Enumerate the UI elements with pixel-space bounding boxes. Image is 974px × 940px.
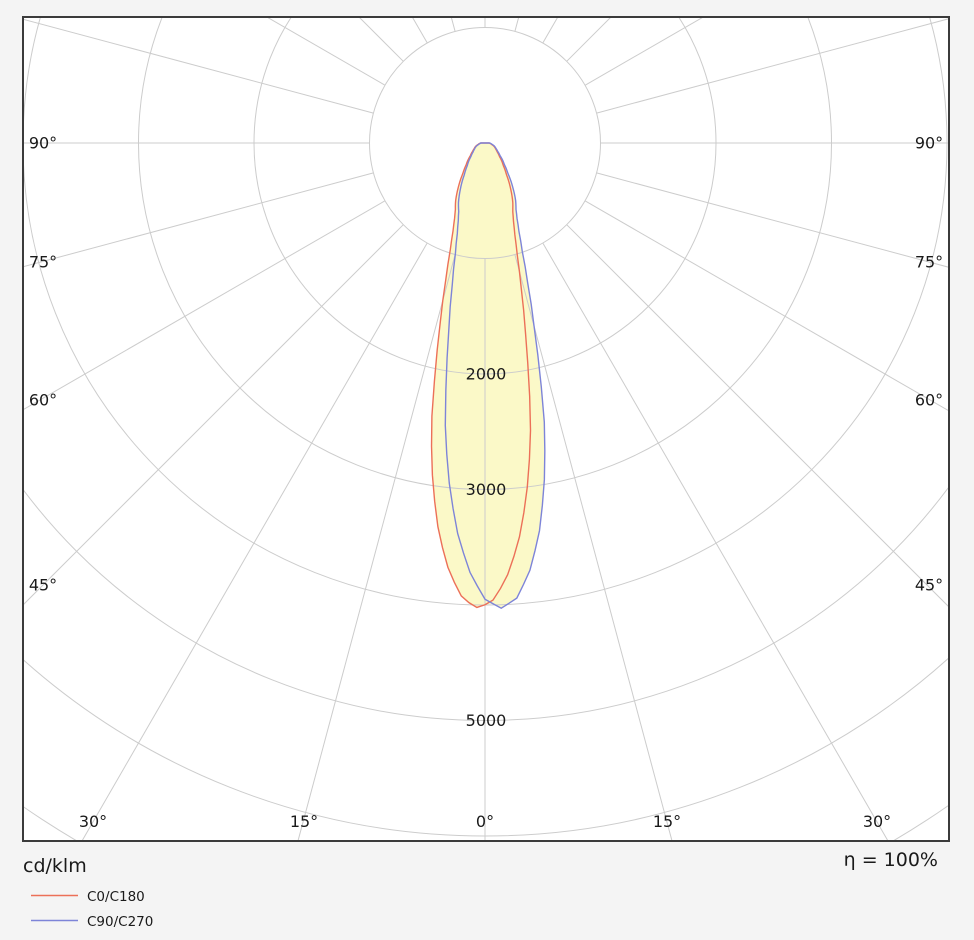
angle-label-right-45°: 45° [915, 576, 943, 595]
legend-label-c90-c270: C90/C270 [87, 914, 153, 930]
grid-spoke-105deg [596, 18, 948, 114]
angle-label-left-60°: 60° [29, 391, 57, 410]
grid-spoke-345deg [297, 254, 456, 840]
grid-spoke-300deg [24, 200, 386, 410]
grid-spoke-255deg [24, 18, 374, 114]
angle-label-right-90°: 90° [915, 134, 943, 153]
legend-label-c0-c180: C0/C180 [87, 889, 145, 905]
grid-spoke-30deg [542, 242, 889, 840]
angle-label-bottom-2: 0° [476, 812, 494, 831]
unit-label: cd/klm [23, 855, 87, 877]
ring-label-3000: 3000 [466, 480, 507, 499]
angle-label-bottom-1: 15° [290, 812, 318, 831]
grid-spoke-330deg [81, 242, 428, 840]
ring-label-5000: 5000 [466, 711, 507, 730]
ring-label-2000: 2000 [466, 365, 507, 384]
grid-spoke-75deg [596, 172, 948, 268]
angle-label-right-60°: 60° [915, 391, 943, 410]
grid-spoke-15deg [514, 254, 673, 840]
angle-label-bottom-4: 30° [863, 812, 891, 831]
grid-spoke-285deg [24, 172, 374, 268]
angle-label-bottom-3: 15° [653, 812, 681, 831]
angle-label-left-45°: 45° [29, 576, 57, 595]
grid-spoke-45deg [566, 224, 948, 607]
angle-label-bottom-0: 30° [79, 812, 107, 831]
angle-label-left-90°: 90° [29, 134, 57, 153]
legend: C0/C180 C90/C270 [31, 889, 153, 930]
efficiency-label: η = 100% [844, 849, 938, 871]
grid-spoke-60deg [584, 200, 948, 411]
curve-c90-c270 [444, 142, 546, 609]
angle-label-right-75°: 75° [915, 253, 943, 272]
grid-spoke-315deg [24, 224, 404, 605]
angle-label-left-75°: 75° [29, 253, 57, 272]
